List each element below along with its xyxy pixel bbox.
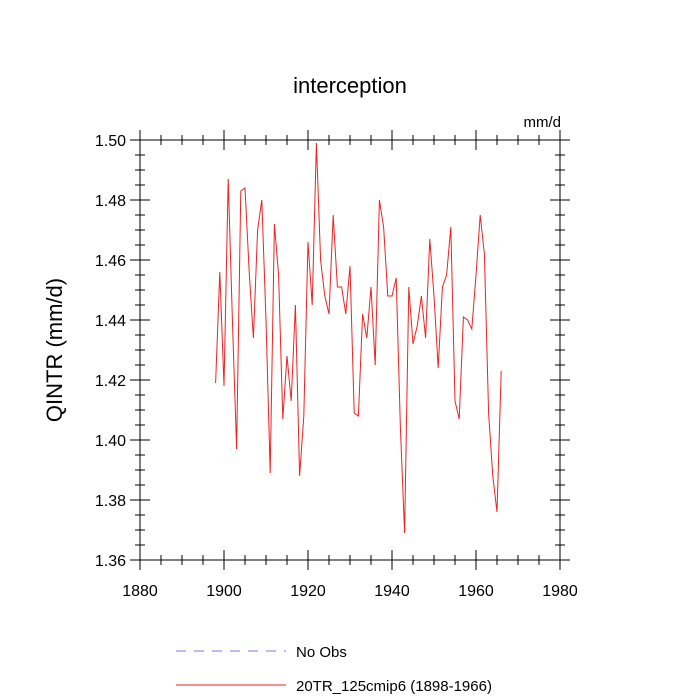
series-layer [215, 142, 502, 534]
axis-ticks [130, 130, 570, 570]
x-tick-label: 1880 [122, 583, 158, 600]
x-tick-label: 1900 [206, 583, 242, 600]
y-tick-label: 1.44 [95, 313, 126, 330]
x-tick-label: 1960 [458, 583, 494, 600]
x-tick-label: 1940 [374, 583, 410, 600]
y-tick-label: 1.42 [95, 373, 126, 390]
chart-title: interception [293, 73, 407, 98]
legend-label-no-obs: No Obs [296, 644, 347, 661]
units-label: mm/d [524, 114, 562, 131]
y-tick-label: 1.46 [95, 253, 126, 270]
y-tick-label: 1.50 [95, 133, 126, 150]
y-tick-label: 1.48 [95, 193, 126, 210]
axis-tick-labels: 1880 1900 1920 1940 1960 1980 1.36 1.38 1.40 1.42… [95, 133, 578, 600]
x-tick-label: 1980 [542, 583, 578, 600]
series-line [215, 142, 502, 534]
x-tick-label: 1920 [290, 583, 326, 600]
y-tick-label: 1.38 [95, 493, 126, 510]
legend-label-20tr-125cmip6: 20TR_125cmip6 (1898-1966) [296, 678, 492, 695]
y-axis-label: QINTR (mm/d) [42, 278, 67, 422]
y-tick-label: 1.36 [95, 553, 126, 570]
y-tick-label: 1.40 [95, 433, 126, 450]
legend: No Obs 20TR_125cmip6 (1898-1966) [176, 644, 492, 695]
